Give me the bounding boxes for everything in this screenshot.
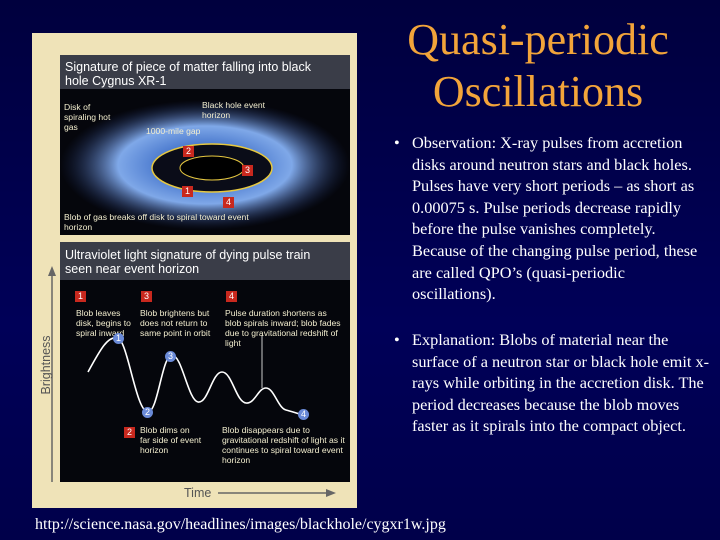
figure-label: Blob disappears due to gravitational red… xyxy=(222,425,345,465)
marker: 2 xyxy=(124,427,135,438)
curve-marker: 3 xyxy=(165,351,176,362)
figure-label: Blob leaves disk, begins to spiral inwar… xyxy=(76,308,131,338)
figure-label: Disk of spiraling hot gas xyxy=(64,102,111,132)
bullet: Explanation: Blobs of material near the … xyxy=(394,329,712,437)
slide-title: Quasi-periodic Oscillations xyxy=(407,15,669,116)
bottom-panel-title: Ultraviolet light signature of dying pul… xyxy=(65,248,311,276)
figure-label: Blob of gas breaks off disk to spiral to… xyxy=(64,212,249,232)
marker: 2 xyxy=(183,146,194,157)
top-panel-header xyxy=(60,55,350,89)
x-axis-label: Time xyxy=(184,486,212,500)
y-axis-label: Brightness xyxy=(39,335,53,395)
x-arrow xyxy=(326,489,336,497)
top-panel-title: Signature of piece of matter falling int… xyxy=(65,60,311,88)
y-arrow xyxy=(48,266,56,276)
source-url: http://science.nasa.gov/headlines/images… xyxy=(35,516,446,533)
bullet: Observation: X-ray pulses from accretion… xyxy=(394,132,712,305)
figure-label: Blob dims on far side of event horizon xyxy=(140,425,202,455)
curve-marker: 4 xyxy=(298,409,309,420)
figure-label: Pulse duration shortens as blob spirals … xyxy=(225,308,341,348)
marker: 3 xyxy=(242,165,253,176)
bottom-panel-header xyxy=(60,242,350,280)
pulse-curve xyxy=(87,336,305,416)
figure-label: 1000-mile gap xyxy=(146,126,201,136)
curve-marker: 1 xyxy=(113,333,124,344)
figure-label: Black hole event horizon xyxy=(202,100,266,120)
event-horizon xyxy=(179,155,245,181)
marker: 4 xyxy=(226,291,237,302)
marker: 1 xyxy=(75,291,86,302)
curve-marker: 2 xyxy=(142,407,153,418)
figure-label: Blob brightens but does not return to sa… xyxy=(140,308,211,338)
marker: 1 xyxy=(182,186,193,197)
marker: 3 xyxy=(141,291,152,302)
marker: 4 xyxy=(223,197,234,208)
bottom-panel xyxy=(60,242,350,482)
